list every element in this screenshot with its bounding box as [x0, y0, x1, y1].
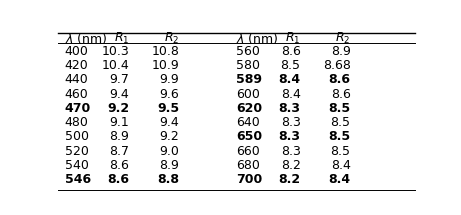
Text: 9.5: 9.5 — [157, 102, 179, 115]
Text: $R_2$: $R_2$ — [164, 31, 179, 46]
Text: 9.0: 9.0 — [159, 145, 179, 158]
Text: 9.4: 9.4 — [109, 88, 129, 101]
Text: 9.9: 9.9 — [160, 74, 179, 86]
Text: 8.68: 8.68 — [323, 59, 350, 72]
Text: 620: 620 — [236, 102, 262, 115]
Text: 10.3: 10.3 — [101, 45, 129, 58]
Text: 8.5: 8.5 — [331, 116, 350, 129]
Text: 8.6: 8.6 — [107, 173, 129, 186]
Text: 8.3: 8.3 — [278, 130, 301, 143]
Text: 10.9: 10.9 — [151, 59, 179, 72]
Text: 700: 700 — [236, 173, 262, 186]
Text: 8.4: 8.4 — [281, 88, 301, 101]
Text: 8.2: 8.2 — [281, 159, 301, 172]
Text: $R_1$: $R_1$ — [114, 31, 129, 46]
Text: 8.3: 8.3 — [278, 102, 301, 115]
Text: 470: 470 — [65, 102, 91, 115]
Text: 8.4: 8.4 — [329, 173, 350, 186]
Text: 8.4: 8.4 — [278, 74, 301, 86]
Text: 8.8: 8.8 — [157, 173, 179, 186]
Text: 520: 520 — [65, 145, 89, 158]
Text: 8.4: 8.4 — [331, 159, 350, 172]
Text: 8.3: 8.3 — [281, 145, 301, 158]
Text: 9.1: 9.1 — [109, 116, 129, 129]
Text: 8.7: 8.7 — [109, 145, 129, 158]
Text: $\mathit{\lambda}$ (nm): $\mathit{\lambda}$ (nm) — [236, 31, 279, 46]
Text: 500: 500 — [65, 130, 89, 143]
Text: 420: 420 — [65, 59, 89, 72]
Text: 480: 480 — [65, 116, 89, 129]
Text: 8.3: 8.3 — [281, 116, 301, 129]
Text: 660: 660 — [236, 145, 260, 158]
Text: 9.2: 9.2 — [160, 130, 179, 143]
Text: 640: 640 — [236, 116, 260, 129]
Text: 8.9: 8.9 — [159, 159, 179, 172]
Text: 8.6: 8.6 — [109, 159, 129, 172]
Text: 8.5: 8.5 — [329, 102, 350, 115]
Text: 8.2: 8.2 — [278, 173, 301, 186]
Text: 580: 580 — [236, 59, 260, 72]
Text: 650: 650 — [236, 130, 262, 143]
Text: 8.5: 8.5 — [281, 59, 301, 72]
Text: $R_2$: $R_2$ — [335, 31, 350, 46]
Text: 400: 400 — [65, 45, 89, 58]
Text: $\mathit{\lambda}$ (nm): $\mathit{\lambda}$ (nm) — [65, 31, 107, 46]
Text: 9.4: 9.4 — [160, 116, 179, 129]
Text: 460: 460 — [65, 88, 89, 101]
Text: 10.8: 10.8 — [151, 45, 179, 58]
Text: 8.9: 8.9 — [331, 45, 350, 58]
Text: 10.4: 10.4 — [101, 59, 129, 72]
Text: $R_1$: $R_1$ — [285, 31, 301, 46]
Text: 560: 560 — [236, 45, 260, 58]
Text: 8.5: 8.5 — [329, 130, 350, 143]
Text: 8.5: 8.5 — [331, 145, 350, 158]
Text: 589: 589 — [236, 74, 262, 86]
Text: 9.7: 9.7 — [109, 74, 129, 86]
Text: 9.2: 9.2 — [107, 102, 129, 115]
Text: 540: 540 — [65, 159, 89, 172]
Text: 8.6: 8.6 — [281, 45, 301, 58]
Text: 440: 440 — [65, 74, 89, 86]
Text: 8.9: 8.9 — [109, 130, 129, 143]
Text: 680: 680 — [236, 159, 260, 172]
Text: 9.6: 9.6 — [160, 88, 179, 101]
Text: 8.6: 8.6 — [331, 88, 350, 101]
Text: 600: 600 — [236, 88, 260, 101]
Text: 8.6: 8.6 — [329, 74, 350, 86]
Text: 546: 546 — [65, 173, 91, 186]
